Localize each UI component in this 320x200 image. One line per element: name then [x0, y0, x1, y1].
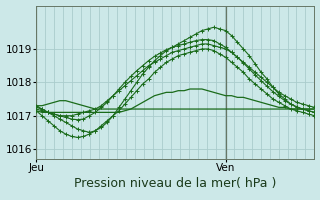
- X-axis label: Pression niveau de la mer( hPa ): Pression niveau de la mer( hPa ): [74, 177, 276, 190]
